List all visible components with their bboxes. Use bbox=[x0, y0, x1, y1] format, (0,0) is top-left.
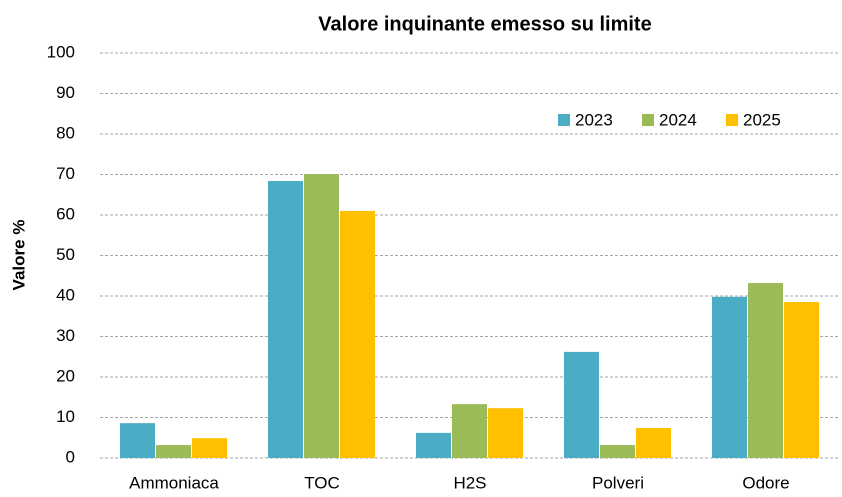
legend-swatch bbox=[726, 114, 738, 126]
legend-swatch bbox=[642, 114, 654, 126]
y-tick-label: 10 bbox=[56, 407, 75, 426]
bar bbox=[416, 432, 451, 458]
bar bbox=[304, 174, 339, 458]
y-tick-label: 40 bbox=[56, 285, 75, 304]
y-tick-label: 60 bbox=[56, 204, 75, 223]
bar bbox=[712, 296, 747, 458]
y-tick-label: 70 bbox=[56, 164, 75, 183]
x-tick-label: Ammoniaca bbox=[129, 473, 219, 492]
x-tick-label: Odore bbox=[742, 473, 789, 492]
bar bbox=[784, 302, 819, 458]
y-tick-label: 50 bbox=[56, 245, 75, 264]
y-tick-label: 0 bbox=[66, 447, 75, 466]
y-tick-label: 30 bbox=[56, 326, 75, 345]
bar bbox=[636, 428, 671, 458]
bar bbox=[600, 445, 635, 458]
y-tick-label: 100 bbox=[47, 42, 75, 61]
bar bbox=[452, 404, 487, 458]
bar bbox=[268, 180, 303, 459]
bar bbox=[748, 283, 783, 458]
legend-label: 2025 bbox=[743, 110, 781, 129]
legend-swatch bbox=[558, 114, 570, 126]
y-tick-label: 80 bbox=[56, 123, 75, 142]
bar bbox=[488, 408, 523, 458]
x-tick-label: TOC bbox=[304, 473, 340, 492]
bar bbox=[192, 438, 227, 458]
x-tick-label: H2S bbox=[453, 473, 486, 492]
bar bbox=[340, 210, 375, 458]
bar bbox=[564, 351, 599, 458]
legend-label: 2023 bbox=[575, 110, 613, 129]
y-tick-label: 20 bbox=[56, 366, 75, 385]
x-tick-label: Polveri bbox=[592, 473, 644, 492]
chart-title: Valore inquinante emesso su limite bbox=[318, 13, 651, 35]
bar bbox=[156, 445, 191, 458]
y-tick-label: 90 bbox=[56, 83, 75, 102]
y-axis-label: Valore % bbox=[9, 220, 28, 291]
bar bbox=[120, 423, 155, 458]
legend-label: 2024 bbox=[659, 110, 697, 129]
